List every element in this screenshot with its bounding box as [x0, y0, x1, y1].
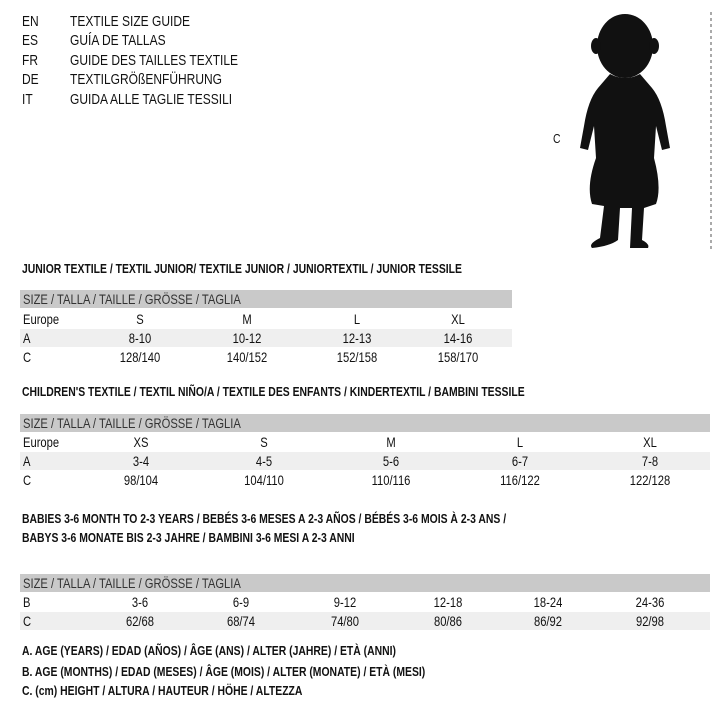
cell: 122/128 — [629, 472, 671, 488]
lang-title: TEXTILE SIZE GUIDE — [70, 13, 191, 30]
cell: 116/122 — [500, 472, 540, 488]
cell: 9-12 — [333, 594, 357, 610]
cell: 128/140 — [119, 349, 161, 365]
lang-code: FR — [22, 52, 38, 69]
cell: 80/86 — [433, 613, 463, 629]
legend-c: C. (cm) HEIGHT / ALTURA / HAUTEUR / HÖHE… — [22, 683, 303, 698]
table-row: A 8-10 10-12 12-13 14-16 — [20, 329, 512, 347]
cell: S — [260, 434, 268, 450]
cell: S — [136, 311, 144, 327]
cell: 104/110 — [244, 472, 284, 488]
table-row: Europe S M L XL — [20, 310, 512, 328]
junior-heading: JUNIOR TEXTILE / TEXTIL JUNIOR/ TEXTILE … — [22, 261, 462, 276]
lang-code: EN — [22, 13, 39, 30]
cell: 86/92 — [533, 613, 563, 629]
cell: 12-18 — [433, 594, 463, 610]
junior-size-table: SIZE / TALLA / TAILLE / GRÖSSE / TAGLIA … — [20, 290, 512, 367]
cell: 8-10 — [128, 330, 152, 346]
table-row: C 98/104 104/110 110/116 116/122 122/128 — [20, 471, 710, 489]
babies-heading-line-1: BABIES 3-6 MONTH TO 2-3 YEARS / BEBÉS 3-… — [22, 511, 507, 526]
row-label: C — [23, 613, 32, 629]
row-label: C — [23, 472, 32, 488]
babies-size-table: SIZE / TALLA / TAILLE / GRÖSSE / TAGLIA … — [20, 574, 710, 631]
table-row: A 3-4 4-5 5-6 6-7 7-8 — [20, 452, 710, 470]
table-row: C 62/68 68/74 74/80 80/86 86/92 92/98 — [20, 612, 710, 630]
cell: 3-6 — [131, 594, 149, 610]
cell: 110/116 — [371, 472, 411, 488]
cell: 74/80 — [330, 613, 360, 629]
height-label: C — [553, 131, 561, 146]
row-label: A — [23, 453, 31, 469]
lang-code: IT — [22, 91, 33, 108]
cell: 6-9 — [232, 594, 250, 610]
row-label: Europe — [23, 311, 60, 327]
cell: 68/74 — [226, 613, 256, 629]
lang-title: TEXTILGRÖßENFÜHRUNG — [70, 71, 223, 88]
table-header: SIZE / TALLA / TAILLE / GRÖSSE / TAGLIA — [20, 574, 710, 592]
cell: 62/68 — [125, 613, 155, 629]
cell: 140/152 — [226, 349, 268, 365]
cell: 152/158 — [336, 349, 378, 365]
cell: 14-16 — [443, 330, 473, 346]
cell: L — [516, 434, 524, 450]
cell: M — [386, 434, 396, 450]
cell: XL — [451, 311, 465, 327]
babies-heading-line-2: BABYS 3-6 MONATE BIS 2-3 JAHRE / BAMBINI… — [22, 530, 355, 545]
cell: 10-12 — [232, 330, 262, 346]
lang-title: GUIDE DES TAILLES TEXTILE — [70, 52, 239, 69]
table-row: B 3-6 6-9 9-12 12-18 18-24 24-36 — [20, 593, 710, 611]
row-label: C — [23, 349, 32, 365]
cell: 98/104 — [123, 472, 159, 488]
legend-a: A. AGE (YEARS) / EDAD (AÑOS) / ÂGE (ANS)… — [22, 643, 397, 658]
cell: XL — [643, 434, 657, 450]
row-label: A — [23, 330, 31, 346]
children-size-table: SIZE / TALLA / TAILLE / GRÖSSE / TAGLIA … — [20, 414, 710, 490]
baby-silhouette-icon — [580, 12, 712, 250]
cell: 3-4 — [132, 453, 150, 469]
cell: 18-24 — [533, 594, 563, 610]
cell: M — [242, 311, 252, 327]
cell: 6-7 — [511, 453, 529, 469]
table-row: C 128/140 140/152 152/158 158/170 — [20, 348, 512, 366]
cell: 12-13 — [342, 330, 372, 346]
cell: 7-8 — [641, 453, 659, 469]
row-label: Europe — [23, 434, 60, 450]
children-heading: CHILDREN'S TEXTILE / TEXTIL NIÑO/A / TEX… — [22, 384, 525, 399]
lang-title: GUÍA DE TALLAS — [70, 32, 166, 49]
cell: 92/98 — [635, 613, 665, 629]
table-header: SIZE / TALLA / TAILLE / GRÖSSE / TAGLIA — [20, 290, 512, 308]
cell: L — [353, 311, 361, 327]
lang-title: GUIDA ALLE TAGLIE TESSILI — [70, 91, 233, 108]
lang-code: DE — [22, 71, 39, 88]
cell: XS — [133, 434, 149, 450]
header-label: SIZE / TALLA / TAILLE / GRÖSSE / TAGLIA — [23, 415, 241, 431]
cell: 158/170 — [437, 349, 479, 365]
lang-code: ES — [22, 32, 39, 49]
legend-b: B. AGE (MONTHS) / EDAD (MESES) / ÂGE (MO… — [22, 664, 426, 679]
table-header: SIZE / TALLA / TAILLE / GRÖSSE / TAGLIA — [20, 414, 710, 432]
cell: 24-36 — [635, 594, 665, 610]
row-label: B — [23, 594, 31, 610]
table-row: Europe XS S M L XL — [20, 433, 710, 451]
cell: 5-6 — [382, 453, 400, 469]
header-label: SIZE / TALLA / TAILLE / GRÖSSE / TAGLIA — [23, 575, 241, 591]
cell: 4-5 — [255, 453, 273, 469]
header-label: SIZE / TALLA / TAILLE / GRÖSSE / TAGLIA — [23, 291, 241, 307]
